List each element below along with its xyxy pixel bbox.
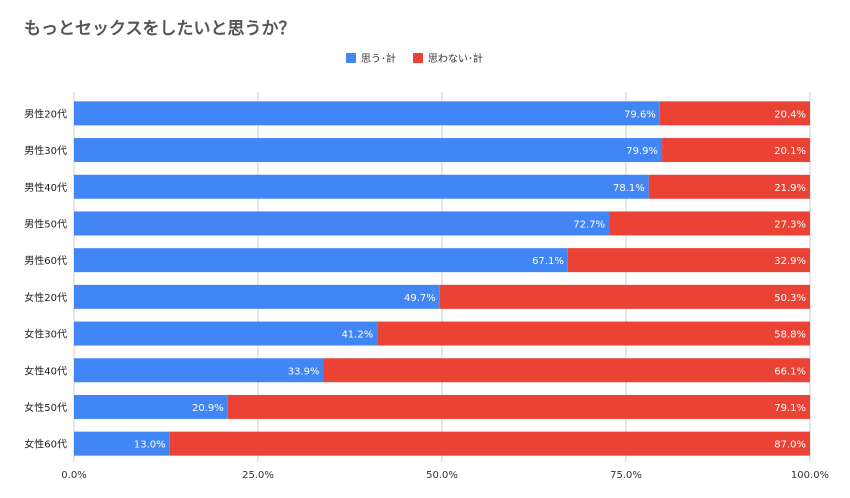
bar-segment — [74, 358, 324, 383]
x-tick-label: 0.0% — [61, 470, 86, 481]
data-label: 87.0% — [774, 440, 806, 451]
data-label: 20.9% — [192, 403, 224, 414]
bar-segment — [227, 394, 811, 419]
data-label: 58.8% — [774, 330, 806, 341]
data-label: 67.1% — [532, 256, 564, 267]
data-label: 78.1% — [613, 183, 645, 194]
x-tick-label: 100.0% — [791, 470, 829, 481]
data-label: 41.2% — [341, 330, 373, 341]
category-label: 女性60代 — [24, 438, 67, 451]
x-tick-label: 25.0% — [242, 470, 274, 481]
legend-label: 思う･計 — [361, 52, 396, 65]
category-label: 男性20代 — [24, 107, 67, 120]
legend-swatch — [346, 53, 356, 63]
bar-segment — [74, 101, 660, 126]
category-label: 男性30代 — [24, 144, 67, 157]
data-label: 79.9% — [626, 146, 658, 157]
bar-segment — [74, 138, 663, 163]
data-label: 79.1% — [774, 403, 806, 414]
chart-title: もっとセックスをしたいと思うか？ — [24, 19, 296, 39]
category-label: 男性60代 — [24, 254, 67, 267]
bar-segment — [74, 321, 378, 346]
data-label: 49.7% — [404, 293, 436, 304]
bar-segment — [74, 284, 440, 309]
x-tick-label: 75.0% — [610, 470, 642, 481]
data-label: 72.7% — [573, 219, 605, 230]
category-label: 女性50代 — [24, 401, 67, 414]
x-tick-label: 50.0% — [426, 470, 458, 481]
category-label: 女性20代 — [24, 291, 67, 304]
data-label: 13.0% — [134, 440, 166, 451]
bar-segment — [377, 321, 810, 346]
data-label: 32.9% — [774, 256, 806, 267]
category-label: 女性30代 — [24, 328, 67, 341]
legend-swatch — [413, 53, 423, 63]
bar-segment — [609, 211, 810, 236]
data-label: 66.1% — [774, 366, 806, 377]
bar-segment — [74, 431, 170, 456]
bar-segment — [74, 248, 568, 273]
bar-segment — [439, 284, 810, 309]
bar-segment — [662, 138, 810, 163]
legend-label: 思わない･計 — [428, 52, 483, 65]
data-label: 50.3% — [774, 293, 806, 304]
bar-segment — [567, 248, 810, 273]
data-label: 20.1% — [774, 146, 806, 157]
bar-segment — [659, 101, 810, 126]
data-label: 33.9% — [288, 366, 320, 377]
bar-segment — [74, 211, 610, 236]
category-label: 女性40代 — [24, 364, 67, 377]
data-label: 21.9% — [774, 183, 806, 194]
bar-segment — [74, 394, 228, 419]
bar-segment — [169, 431, 810, 456]
bar-segment — [74, 174, 649, 199]
data-label: 27.3% — [774, 219, 806, 230]
data-label: 20.4% — [774, 109, 806, 120]
bar-segment — [323, 358, 810, 383]
data-label: 79.6% — [624, 109, 656, 120]
category-label: 男性50代 — [24, 217, 67, 230]
category-label: 男性40代 — [24, 181, 67, 194]
bar-segment — [648, 174, 810, 199]
